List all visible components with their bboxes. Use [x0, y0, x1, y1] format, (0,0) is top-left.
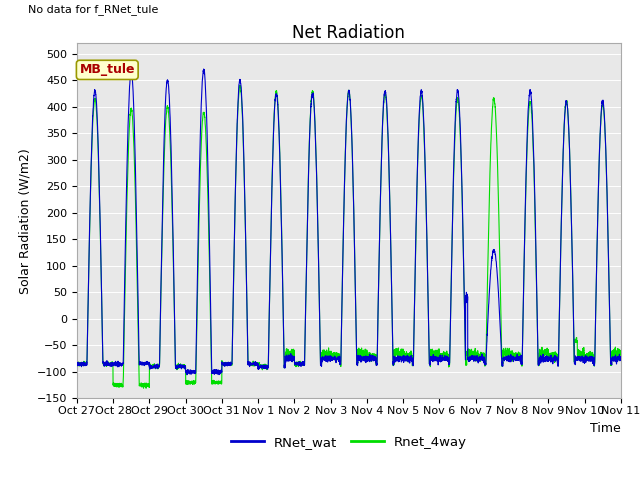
- Legend: RNet_wat, Rnet_4way: RNet_wat, Rnet_4way: [225, 431, 472, 454]
- Y-axis label: Solar Radiation (W/m2): Solar Radiation (W/m2): [18, 148, 31, 294]
- X-axis label: Time: Time: [590, 421, 621, 434]
- Title: Net Radiation: Net Radiation: [292, 24, 405, 42]
- Text: No data for f_RNet_tule: No data for f_RNet_tule: [28, 4, 158, 15]
- Text: MB_tule: MB_tule: [79, 63, 135, 76]
